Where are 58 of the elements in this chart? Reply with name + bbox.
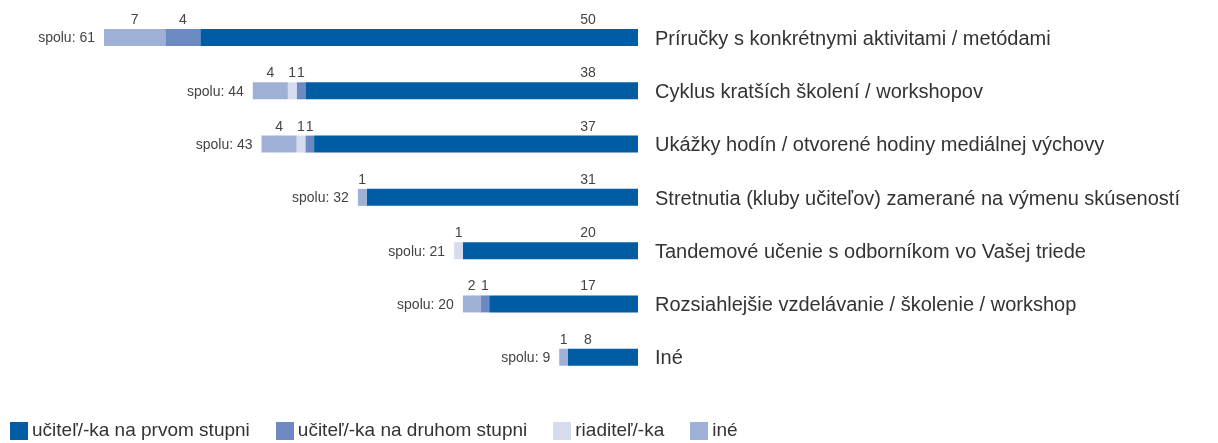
total-label: spolu: 21: [388, 242, 446, 259]
bar: [454, 242, 463, 260]
bar: [261, 135, 297, 153]
legend-label: učiteľ/-ka na prvom stupni: [32, 419, 250, 440]
data-label: 20: [580, 224, 596, 241]
bar: [104, 29, 166, 46]
bar: [489, 295, 638, 313]
total-label: spolu: 32: [292, 189, 350, 206]
data-label: 1: [305, 117, 314, 134]
bar: [559, 348, 568, 366]
y-tick-label: Ukážky hodín / otvorené hodiny mediálnej výchovy: [655, 133, 1105, 156]
y-tick-label: Tandemové učenie s odborníkom vo Vašej triede: [655, 239, 1086, 262]
bar: [165, 29, 201, 46]
bar: [366, 188, 638, 206]
total-label: spolu: 20: [397, 295, 455, 312]
bar: [287, 82, 297, 100]
data-label: 31: [580, 170, 596, 187]
data-label: 7: [130, 11, 139, 27]
data-label: 4: [275, 117, 284, 134]
bar: [305, 82, 638, 100]
bar: [462, 242, 638, 260]
data-label: 38: [580, 64, 596, 81]
y-tick-label: Rozsiahlejšie vzdelávanie / školenie / workshop: [655, 293, 1077, 316]
total-label: spolu: 9: [501, 349, 551, 366]
data-label: 1: [297, 117, 306, 134]
y-tick-label: Cyklus kratších školení / workshopov: [655, 79, 983, 102]
bar: [200, 29, 638, 46]
data-label: 1: [297, 64, 306, 81]
bar: [305, 135, 315, 153]
y-tick-label: Príručky s konkrétnymi aktivitami / metódami: [655, 26, 1051, 49]
bar: [252, 82, 288, 100]
data-label: 8: [584, 330, 593, 347]
data-label: 2: [467, 277, 476, 294]
data-label: 1: [454, 224, 463, 241]
bar: [314, 135, 638, 153]
y-tick-label: Iné: [655, 346, 683, 369]
data-label: 4: [266, 64, 275, 81]
total-label: spolu: 61: [38, 29, 96, 46]
data-label: 1: [559, 330, 568, 347]
data-label: 17: [580, 277, 596, 294]
legend-label: iné: [712, 419, 738, 440]
bar: [567, 348, 638, 366]
bar: [296, 82, 306, 100]
bar: [462, 295, 481, 313]
bar: [357, 188, 367, 206]
data-label: 50: [580, 11, 596, 27]
data-label: 1: [358, 170, 367, 187]
bar: [296, 135, 306, 153]
y-tick-label: Stretnutia (kluby učiteľov) zamerané na výmenu skúseností: [655, 186, 1181, 209]
data-label: 1: [288, 64, 297, 81]
legend-label: učiteľ/-ka na druhom stupni: [297, 419, 528, 440]
legend-label: riaditeľ/-ka: [575, 419, 665, 440]
total-label: spolu: 43: [195, 135, 253, 152]
bar: [480, 295, 490, 313]
total-label: spolu: 44: [186, 82, 245, 99]
data-label: 37: [580, 117, 596, 134]
data-label: 4: [178, 11, 187, 27]
data-label: 1: [480, 277, 489, 294]
